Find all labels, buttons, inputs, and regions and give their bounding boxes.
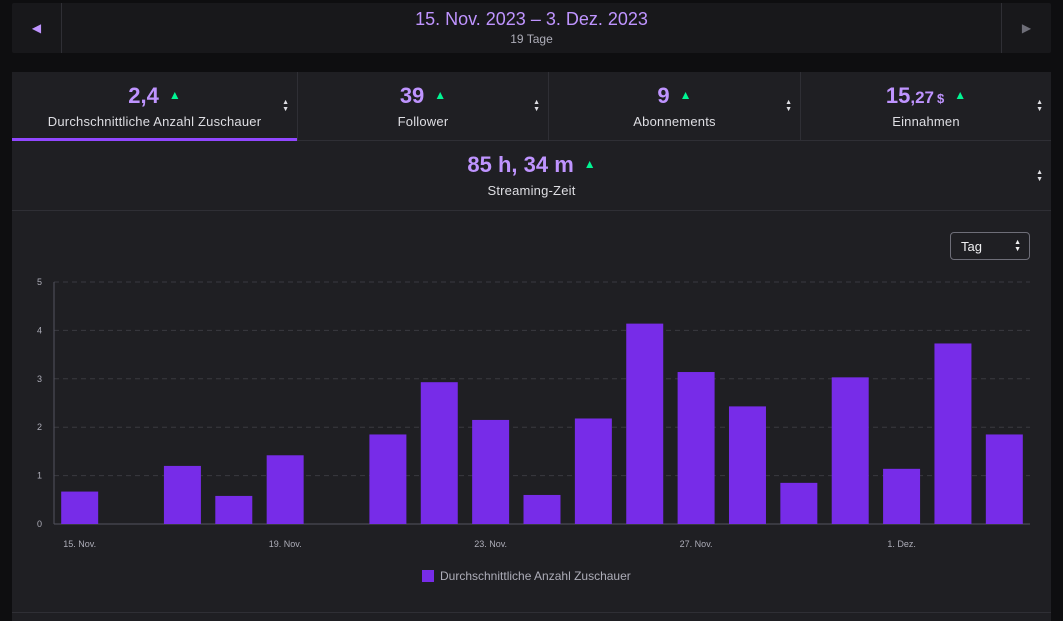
tab-followers[interactable]: 39 ▲ Follower ▲ ▼ (298, 72, 549, 140)
previous-range-button[interactable]: ◀ (12, 3, 62, 53)
chevron-left-icon: ◀ (31, 21, 42, 35)
revenue-label: Einnahmen (892, 113, 960, 129)
date-range-bar: ◀ 15. Nov. 2023 – 3. Dez. 2023 19 Tage ▶ (12, 3, 1051, 53)
streaming-time-value: 85 h, 34 m (467, 152, 574, 177)
average-viewers-label: Durchschnittliche Anzahl Zuschauer (47, 113, 262, 129)
trend-up-icon: ▲ (954, 87, 967, 102)
interval-select[interactable]: Tag ▲ ▼ (950, 232, 1030, 260)
subscriptions-value: 9 (657, 82, 670, 108)
trend-up-icon: ▲ (583, 157, 596, 171)
sort-icon[interactable]: ▲ ▼ (1036, 168, 1043, 183)
x-tick-label: 27. Nov. (680, 539, 713, 549)
followers-value: 39 (399, 82, 425, 108)
bar (420, 382, 458, 524)
chevron-right-icon: ▶ (1021, 21, 1032, 35)
streaming-time-label: Streaming-Zeit (487, 183, 576, 198)
bar (266, 455, 304, 524)
trend-up-icon: ▲ (434, 87, 447, 102)
tab-average-viewers[interactable]: 2,4 ▲ Durchschnittliche Anzahl Zuschauer… (12, 72, 298, 141)
average-viewers-chart: 0 1 2 3 4 5 15. Nov. 19. Nov. 23. Nov. 27. Nov. 1.… (37, 277, 1030, 583)
stats-tabs: 2,4 ▲ Durchschnittliche Anzahl Zuschauer… (12, 72, 1051, 141)
y-tick-label: 4 (37, 325, 42, 335)
date-range-days: 19 Tage (510, 31, 553, 46)
y-tick-label: 1 (37, 471, 42, 481)
sort-icon[interactable]: ▲ ▼ (282, 99, 289, 113)
sort-icon[interactable]: ▲ ▼ (533, 99, 540, 113)
x-tick-label: 1. Dez. (887, 539, 916, 549)
bar (728, 406, 766, 524)
sort-icon[interactable]: ▲ ▼ (785, 99, 792, 113)
bar (780, 482, 818, 524)
tab-revenue[interactable]: 15,27 $ ▲ Einnahmen ▲ ▼ (801, 72, 1051, 140)
bar (934, 343, 972, 524)
bar (369, 434, 407, 524)
average-viewers-value: 2,4 (128, 82, 159, 108)
legend-label: Durchschnittliche Anzahl Zuschauer (440, 569, 631, 583)
x-tick-label: 23. Nov. (474, 539, 507, 549)
bar (163, 465, 201, 524)
bar (831, 377, 869, 524)
tab-streaming-time[interactable]: 85 h, 34 m ▲ Streaming-Zeit ▲ ▼ (12, 141, 1051, 211)
bar (574, 418, 612, 524)
sort-icon[interactable]: ▲ ▼ (1036, 99, 1043, 113)
followers-label: Follower (397, 113, 449, 129)
bar (215, 495, 253, 524)
bar (677, 372, 715, 524)
tab-subscriptions[interactable]: 9 ▲ Abonnements ▲ ▼ (549, 72, 801, 140)
subscriptions-label: Abonnements (633, 113, 716, 129)
y-tick-label: 2 (37, 422, 42, 432)
select-arrows-icon: ▲ ▼ (1014, 239, 1021, 253)
revenue-value-main: 15 (885, 82, 911, 108)
trend-up-icon: ▲ (168, 87, 181, 102)
bar (985, 434, 1023, 524)
y-tick-label: 0 (37, 519, 42, 529)
bar (626, 323, 664, 524)
revenue-value-decimal: ,27 (910, 87, 934, 107)
next-range-button[interactable]: ▶ (1001, 3, 1051, 53)
date-range-title: 15. Nov. 2023 – 3. Dez. 2023 (415, 8, 648, 29)
legend-swatch (422, 570, 434, 582)
bar (523, 494, 561, 524)
divider (12, 612, 1051, 613)
bar (61, 491, 99, 524)
trend-up-icon: ▲ (679, 87, 692, 102)
y-tick-label: 3 (37, 374, 42, 384)
bar (472, 419, 510, 524)
stats-panel: 2,4 ▲ Durchschnittliche Anzahl Zuschauer… (12, 72, 1051, 621)
x-tick-label: 15. Nov. (63, 539, 96, 549)
y-tick-label: 5 (37, 277, 42, 287)
revenue-currency: $ (937, 90, 945, 106)
date-range-display[interactable]: 15. Nov. 2023 – 3. Dez. 2023 19 Tage (62, 3, 1001, 53)
interval-select-value: Tag (961, 238, 982, 254)
bar (883, 468, 921, 524)
x-tick-label: 19. Nov. (269, 539, 302, 549)
